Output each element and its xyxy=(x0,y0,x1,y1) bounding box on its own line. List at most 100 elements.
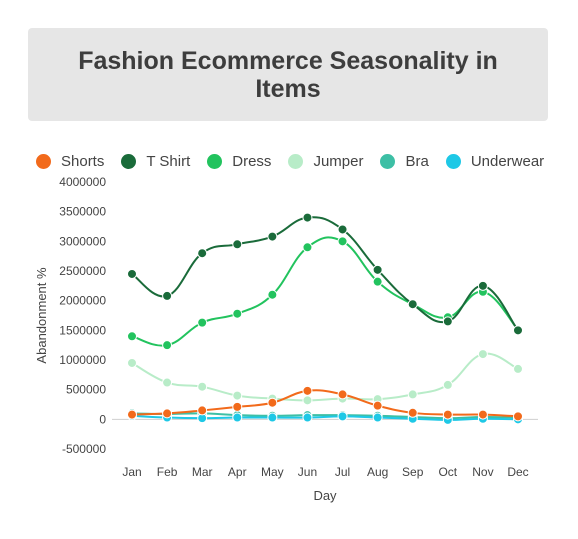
data-point-t-shirt[interactable] xyxy=(372,264,383,275)
data-point-shorts[interactable] xyxy=(232,401,243,412)
legend: Shorts T Shirt Dress Jumper Bra Underwear xyxy=(36,150,556,172)
legend-item-jumper[interactable]: Jumper xyxy=(288,153,363,170)
y-tick-label: 0 xyxy=(99,412,106,426)
legend-marker xyxy=(121,153,137,169)
data-point-jumper[interactable] xyxy=(232,390,243,401)
series-dress xyxy=(127,236,523,351)
x-tick-label: Oct xyxy=(438,465,457,479)
series-line-dress xyxy=(131,236,519,347)
legend-marker xyxy=(288,153,304,169)
x-tick-label: Jan xyxy=(122,465,141,479)
data-point-t-shirt[interactable] xyxy=(127,268,137,279)
data-point-shorts[interactable] xyxy=(267,397,278,408)
x-tick-label: Apr xyxy=(228,465,247,479)
series-line-t-shirt xyxy=(131,216,519,331)
data-point-shorts[interactable] xyxy=(337,389,348,400)
data-point-dress[interactable] xyxy=(267,289,278,300)
data-point-underwear[interactable] xyxy=(267,412,278,423)
legend-label: Bra xyxy=(405,152,429,170)
data-point-t-shirt[interactable] xyxy=(162,290,173,301)
data-point-shorts[interactable] xyxy=(477,409,488,420)
y-tick-label: 1000000 xyxy=(59,353,106,367)
x-tick-label: Jul xyxy=(335,465,350,479)
data-point-jumper[interactable] xyxy=(302,395,313,406)
chart-title-box: Fashion Ecommerce Seasonality in Items xyxy=(28,28,548,121)
legend-item-bra[interactable]: Bra xyxy=(380,152,429,170)
x-tick-label: Sep xyxy=(402,465,424,479)
data-point-shorts[interactable] xyxy=(197,405,208,416)
data-point-t-shirt[interactable] xyxy=(302,212,313,223)
data-point-dress[interactable] xyxy=(337,236,348,247)
data-point-t-shirt[interactable] xyxy=(407,299,418,310)
data-point-jumper[interactable] xyxy=(127,357,137,368)
data-point-underwear[interactable] xyxy=(337,411,348,422)
data-point-shorts[interactable] xyxy=(407,407,418,418)
data-point-dress[interactable] xyxy=(162,340,173,351)
data-point-dress[interactable] xyxy=(127,331,137,342)
legend-item-t-shirt[interactable]: T Shirt xyxy=(121,153,190,170)
data-point-shorts[interactable] xyxy=(127,409,137,420)
x-tick-label: Jun xyxy=(298,465,317,479)
data-point-underwear[interactable] xyxy=(372,412,383,423)
data-point-dress[interactable] xyxy=(197,317,208,328)
data-point-jumper[interactable] xyxy=(407,389,418,400)
x-tick-label: May xyxy=(261,465,284,479)
data-point-t-shirt[interactable] xyxy=(513,325,523,336)
legend-marker xyxy=(207,153,223,169)
data-point-t-shirt[interactable] xyxy=(477,280,488,291)
data-point-jumper[interactable] xyxy=(442,379,453,390)
y-tick-label: 1500000 xyxy=(59,323,106,337)
data-point-t-shirt[interactable] xyxy=(232,239,243,250)
data-point-jumper[interactable] xyxy=(477,349,488,360)
y-tick-label: 2000000 xyxy=(59,294,106,308)
data-point-shorts[interactable] xyxy=(442,409,453,420)
series-shorts xyxy=(127,385,523,422)
data-point-t-shirt[interactable] xyxy=(442,316,453,327)
data-point-t-shirt[interactable] xyxy=(267,231,278,242)
data-point-dress[interactable] xyxy=(232,308,243,319)
y-tick-label: -500000 xyxy=(62,442,106,456)
data-point-dress[interactable] xyxy=(372,276,383,287)
data-point-underwear[interactable] xyxy=(232,412,243,423)
y-axis: -500000 0 500000 1000000 1500000 2000000 25000… xyxy=(59,175,106,456)
series-line-jumper xyxy=(131,352,519,402)
y-axis-title: Abandonment % xyxy=(34,267,49,364)
y-tick-label: 3500000 xyxy=(59,205,106,219)
data-point-dress[interactable] xyxy=(302,242,313,253)
x-tick-label: Aug xyxy=(367,465,388,479)
y-tick-label: 500000 xyxy=(66,383,106,397)
legend-marker xyxy=(445,153,461,169)
data-point-shorts[interactable] xyxy=(372,400,383,411)
x-axis: Jan Feb Mar Apr May Jun Jul Aug Sep Oct Nov Dec xyxy=(122,465,528,479)
legend-item-underwear[interactable]: Underwear xyxy=(445,152,545,170)
x-tick-label: Dec xyxy=(507,465,528,479)
legend-marker xyxy=(380,153,396,169)
series-line-shorts xyxy=(131,389,519,418)
series-t-shirt xyxy=(127,212,523,336)
data-point-shorts[interactable] xyxy=(162,408,173,419)
legend-label: Jumper xyxy=(313,152,364,170)
legend-label: Dress xyxy=(232,152,272,170)
x-tick-label: Mar xyxy=(192,465,213,479)
data-point-jumper[interactable] xyxy=(162,377,173,388)
data-point-shorts[interactable] xyxy=(513,411,523,422)
y-tick-label: 3000000 xyxy=(59,234,106,248)
data-point-t-shirt[interactable] xyxy=(197,248,208,259)
data-point-t-shirt[interactable] xyxy=(337,224,348,235)
chart-title: Fashion Ecommerce Seasonality in Items xyxy=(78,46,498,103)
legend-label: Underwear xyxy=(470,152,545,170)
data-point-jumper[interactable] xyxy=(513,363,523,374)
legend-marker xyxy=(36,153,51,169)
series-jumper xyxy=(127,349,523,406)
legend-item-dress[interactable]: Dress xyxy=(207,153,271,170)
legend-item-shorts[interactable]: Shorts xyxy=(36,153,104,170)
data-point-shorts[interactable] xyxy=(302,385,313,396)
data-point-jumper[interactable] xyxy=(197,381,208,392)
legend-label: T Shirt xyxy=(146,152,191,170)
x-tick-label: Nov xyxy=(472,465,493,479)
legend-label: Shorts xyxy=(61,152,105,170)
series-layer xyxy=(127,212,523,425)
data-point-underwear[interactable] xyxy=(302,412,313,423)
x-axis-title: Day xyxy=(313,488,337,503)
